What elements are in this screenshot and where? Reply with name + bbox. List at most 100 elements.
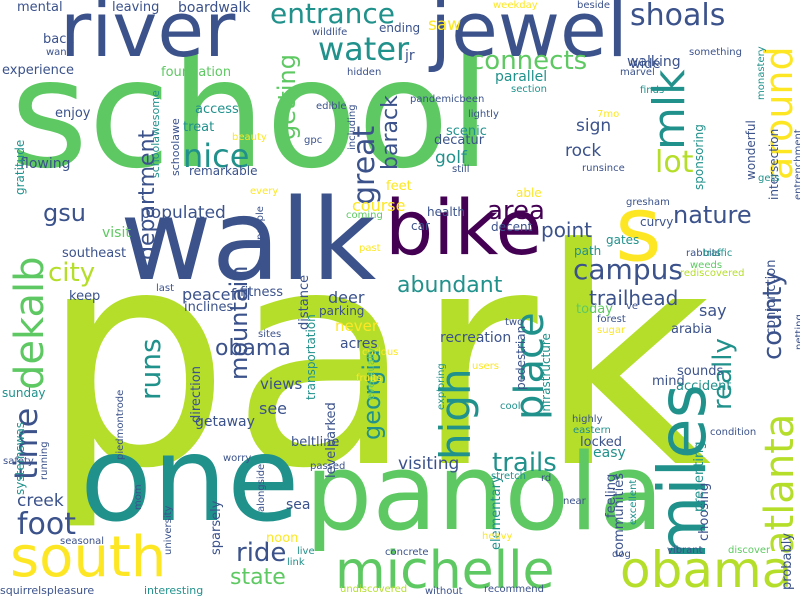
word-sea: sea: [286, 497, 311, 513]
word-runs: runs: [134, 338, 167, 400]
word-s: s: [615, 177, 662, 282]
word-views: views: [260, 375, 303, 393]
word-saw: saw: [428, 15, 462, 35]
word-still: still: [452, 164, 470, 175]
word-dog: dog: [612, 549, 631, 560]
word-panola: panola: [305, 431, 664, 554]
word-recreation: recreation: [440, 330, 512, 346]
word-live: live: [297, 546, 315, 557]
word-visit: visit: [102, 225, 131, 241]
word-remarkable: remarkable: [189, 164, 258, 178]
word-parking: parking: [319, 304, 365, 318]
word-foot: foot: [17, 507, 77, 542]
word-worry: worry: [223, 453, 252, 464]
word-jr: jr: [405, 48, 415, 64]
word-vibrant: vibrant: [667, 545, 703, 556]
word-conjunction: conjunction: [764, 259, 779, 335]
word-feeling: feeling: [604, 473, 619, 518]
word-finds: finds: [640, 85, 665, 96]
word-health: health: [427, 205, 465, 219]
word-want: want: [46, 47, 71, 58]
word-accident: accident: [676, 379, 732, 394]
word-see: see: [259, 399, 288, 418]
word-entrenchment: entrenchment: [793, 129, 800, 200]
word-marvel: marvel: [620, 67, 655, 78]
word-rock: rock: [565, 141, 602, 161]
word-7mo: 7mo: [597, 109, 620, 120]
word-trailhead: trailhead: [589, 286, 679, 310]
word-campus: campus: [573, 253, 683, 286]
word-boardwalk: boardwalk: [178, 0, 251, 16]
word-ve: ve: [626, 301, 639, 312]
word-fruits: fruits: [356, 373, 382, 384]
word-stretch: stretch: [491, 471, 526, 482]
word-getting: getting: [273, 54, 301, 140]
word-connects: connects: [470, 46, 588, 76]
word-abundant: abundant: [397, 273, 503, 298]
word-people: people: [255, 206, 266, 240]
word-arabia: arabia: [671, 322, 713, 337]
word-forest: forest: [597, 314, 626, 325]
word-curious: curious: [362, 347, 399, 358]
word-south: south: [10, 525, 167, 590]
word-peaceful: peaceful: [182, 285, 251, 304]
word-point: point: [541, 218, 593, 242]
word-excellent: excellent: [628, 479, 639, 525]
word-heavy: heavy: [482, 531, 513, 542]
word-something: something: [689, 47, 742, 58]
word-jewel: jewel: [430, 0, 628, 74]
word-passed: passed: [310, 461, 346, 472]
word-fitness: fitness: [240, 285, 284, 300]
word-mind: mind: [652, 374, 685, 389]
word-nice: nice: [183, 137, 250, 175]
word-concrete: concrete: [385, 547, 429, 558]
word-leaving: leaving: [112, 0, 160, 15]
word-acres: acres: [340, 336, 378, 352]
word-ending: ending: [379, 21, 421, 35]
word-nature: nature: [673, 201, 752, 229]
word-barack: barack: [378, 95, 403, 170]
word-water: water: [318, 30, 410, 68]
word-walking: walking: [627, 54, 681, 70]
word-discover: discover: [728, 545, 771, 556]
word-near: near: [563, 496, 586, 507]
word-ride: ride: [236, 538, 287, 568]
word-one: one: [80, 410, 300, 548]
word-deer: deer: [328, 288, 365, 307]
word-michelle: michelle: [335, 541, 555, 600]
word-sites: sites: [258, 329, 282, 340]
word-walk: walk: [120, 176, 377, 306]
word-gates: gates: [606, 233, 640, 247]
word-section: section: [511, 84, 548, 95]
word-alongside: alongside: [256, 463, 267, 512]
word-beside: beside: [577, 0, 610, 11]
word-pedestrian: pedestrian: [514, 325, 528, 390]
word-eastern: eastern: [573, 425, 611, 436]
word-getaway: getaway: [195, 414, 255, 430]
word-decatur: decatur: [434, 133, 485, 148]
word-lightly: lightly: [468, 109, 499, 120]
word-sponsoring: sponsoring: [692, 124, 706, 190]
word-interesting: interesting: [144, 584, 204, 597]
word-weekday: weekday: [493, 0, 538, 11]
word-intersection: intersection: [767, 128, 781, 200]
word-including: including: [347, 104, 358, 150]
word-never: never: [335, 317, 379, 335]
word-wide: wide: [630, 57, 661, 72]
word-mom: mom: [133, 484, 144, 510]
word-shoals: shoals: [630, 0, 726, 33]
word-mental: mental: [17, 0, 63, 15]
word-rabbits: rabbits: [686, 248, 721, 259]
word-river: river: [60, 0, 236, 74]
word-recommend: recommend: [484, 584, 544, 595]
word-schoolawesome: schoolawesome: [149, 90, 162, 178]
word-edible: edible: [316, 101, 347, 112]
word-monastery: monastery: [756, 46, 767, 100]
word-flowing: flowing: [20, 156, 71, 172]
word-beauty: beauty: [232, 132, 267, 143]
word-foundation: foundation: [161, 65, 232, 80]
word-able: able: [516, 186, 542, 200]
word-link: link: [287, 557, 305, 568]
word-beltline: beltline: [291, 435, 340, 450]
word-state: state: [230, 565, 286, 590]
